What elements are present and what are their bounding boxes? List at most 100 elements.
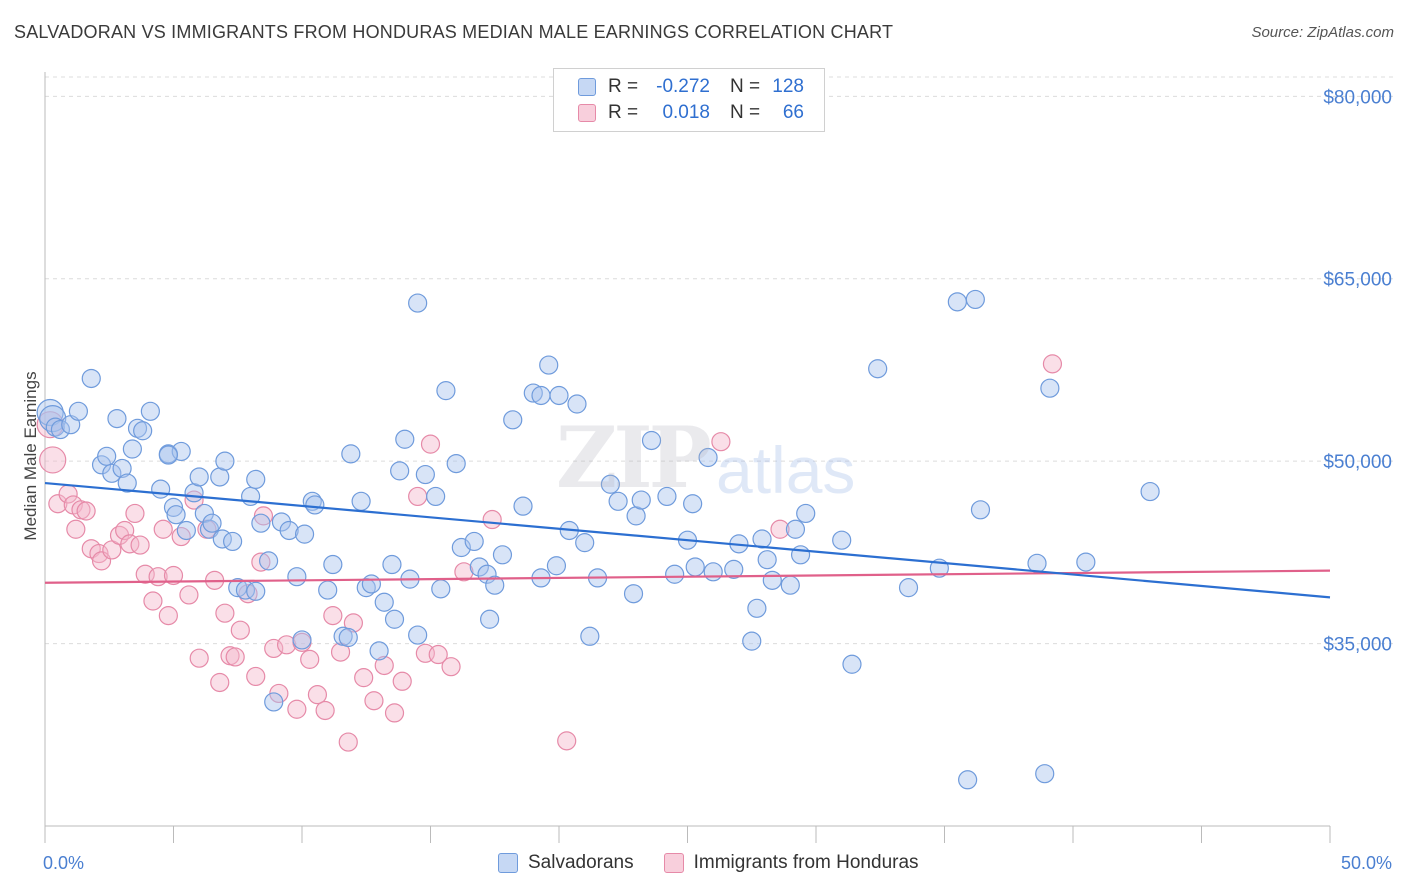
watermark-zip: ZIP xyxy=(556,408,712,507)
data-point-salvadorans xyxy=(1076,552,1096,572)
data-point-salvadorans xyxy=(318,580,338,600)
data-point-honduras xyxy=(163,565,184,586)
legend-item-salvadorans[interactable]: Salvadorans xyxy=(498,852,634,874)
data-point-salvadorans xyxy=(81,368,101,389)
data-point-salvadorans xyxy=(485,575,505,595)
data-point-honduras xyxy=(253,506,274,526)
data-point-salvadorans xyxy=(50,419,71,440)
data-point-salvadorans xyxy=(683,494,703,514)
data-point-salvadorans xyxy=(623,584,644,604)
legend-label-salvadorans: Salvadorans xyxy=(528,852,634,873)
legend-swatch-pink xyxy=(578,104,596,122)
legend-label-honduras: Immigrants from Honduras xyxy=(693,852,919,873)
data-point-salvadorans xyxy=(112,458,132,479)
y-axis-label: Median Male Earnings xyxy=(21,371,40,540)
data-point-honduras xyxy=(189,648,209,668)
data-point-salvadorans xyxy=(127,418,148,438)
data-point-salvadorans xyxy=(374,592,394,612)
data-point-honduras xyxy=(48,494,68,514)
data-point-honduras xyxy=(153,519,173,539)
data-point-salvadorans xyxy=(341,444,361,464)
data-point-salvadorans xyxy=(246,581,266,601)
data-point-salvadorans xyxy=(780,575,800,595)
data-point-honduras xyxy=(1042,354,1063,374)
data-point-salvadorans xyxy=(523,383,543,403)
data-point-honduras xyxy=(343,613,363,633)
y-tick-labels: $35,000 $50,000 $65,000 $80,000 xyxy=(1323,87,1392,655)
data-point-salvadorans xyxy=(395,429,415,449)
data-point-salvadorans xyxy=(958,770,978,790)
trend-line-honduras xyxy=(44,569,1331,584)
data-point-honduras xyxy=(441,657,461,677)
data-point-salvadorans xyxy=(390,461,410,481)
data-point-honduras xyxy=(420,434,441,454)
data-point-salvadorans xyxy=(415,464,435,485)
series-legend: Salvadorans Immigrants from Honduras xyxy=(498,852,949,874)
data-point-salvadorans xyxy=(947,292,967,312)
data-point-salvadorans xyxy=(408,625,428,645)
data-point-salvadorans xyxy=(287,567,307,587)
data-point-salvadorans xyxy=(97,446,117,466)
data-point-salvadorans xyxy=(641,430,662,451)
data-point-honduras xyxy=(89,543,109,564)
legend-item-honduras[interactable]: Immigrants from Honduras xyxy=(663,852,919,874)
data-point-salvadorans xyxy=(171,441,191,462)
data-point-honduras xyxy=(711,432,731,452)
data-point-honduras xyxy=(454,562,474,582)
data-point-salvadorans xyxy=(163,497,184,517)
data-point-salvadorans xyxy=(369,641,389,661)
legend-row-honduras: R = 0.018 N = 66 xyxy=(578,100,804,126)
y-tick-label: $35,000 xyxy=(1323,635,1392,656)
data-point-salvadorans xyxy=(868,359,888,379)
data-point-salvadorans xyxy=(133,421,153,441)
data-point-honduras xyxy=(557,731,577,751)
data-point-salvadorans xyxy=(796,503,816,524)
data-point-honduras xyxy=(179,585,199,605)
data-point-salvadorans xyxy=(665,564,685,584)
data-point-salvadorans xyxy=(176,520,196,541)
chart-title: SALVADORAN VS IMMIGRANTS FROM HONDURAS M… xyxy=(14,22,894,42)
data-point-honduras xyxy=(428,644,448,665)
axes xyxy=(44,72,1331,843)
data-point-salvadorans xyxy=(166,505,186,525)
data-point-honduras xyxy=(338,732,358,752)
legend-row-salvadorans: R = -0.272 N = 128 xyxy=(578,74,804,100)
data-point-salvadorans xyxy=(580,626,600,646)
data-point-salvadorans xyxy=(842,654,862,674)
data-point-salvadorans xyxy=(785,519,806,539)
data-point-salvadorans xyxy=(492,545,513,565)
legend-r-value: 0.018 xyxy=(662,102,710,123)
data-point-honduras xyxy=(171,526,191,547)
data-point-honduras xyxy=(307,685,328,705)
data-point-honduras xyxy=(76,501,96,521)
data-point-salvadorans xyxy=(747,598,767,618)
data-point-salvadorans xyxy=(757,550,777,570)
data-point-salvadorans xyxy=(258,551,279,571)
chart-source: Source: ZipAtlas.com xyxy=(1251,24,1394,41)
legend-swatch-blue xyxy=(498,853,518,873)
data-point-honduras xyxy=(392,671,412,691)
data-point-salvadorans xyxy=(215,451,235,471)
x-tick-label: 0.0% xyxy=(43,853,84,873)
data-point-honduras xyxy=(158,606,178,626)
data-point-honduras xyxy=(210,672,230,693)
data-point-salvadorans xyxy=(323,554,343,575)
data-point-honduras xyxy=(39,446,67,474)
gridlines xyxy=(45,76,1395,645)
data-point-salvadorans xyxy=(446,453,466,474)
data-point-salvadorans xyxy=(45,417,65,437)
data-point-honduras xyxy=(251,552,271,572)
legend-swatch-pink xyxy=(663,853,684,873)
data-point-salvadorans xyxy=(264,692,284,712)
legend-n-value: 66 xyxy=(782,102,804,123)
legend-r-label: R = xyxy=(608,102,639,123)
data-point-salvadorans xyxy=(832,530,852,550)
data-point-salvadorans xyxy=(140,401,160,421)
data-point-honduras xyxy=(120,534,140,554)
data-point-honduras xyxy=(130,535,150,555)
data-point-salvadorans xyxy=(382,554,402,575)
data-point-salvadorans xyxy=(338,627,358,648)
data-point-honduras xyxy=(264,638,284,659)
x-tick-label: 50.0% xyxy=(1341,853,1392,873)
data-point-salvadorans xyxy=(724,559,744,579)
